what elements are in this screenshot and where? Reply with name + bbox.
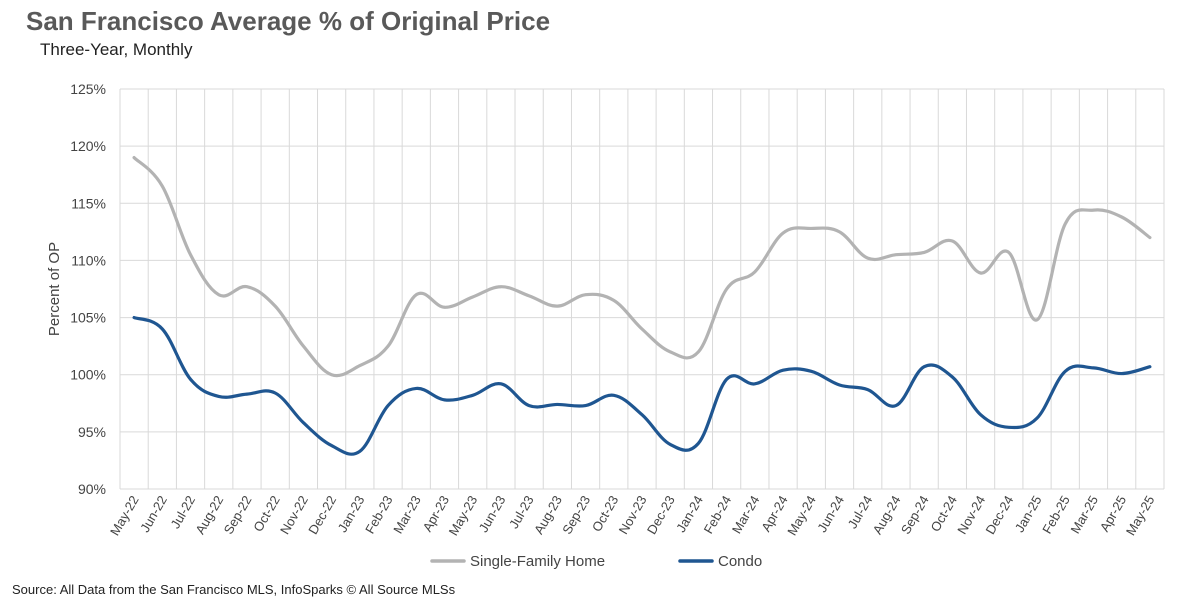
x-tick-label: Mar-24 bbox=[729, 493, 763, 536]
x-tick-label: Sep-24 bbox=[898, 493, 932, 537]
chart-subtitle: Three-Year, Monthly bbox=[40, 40, 193, 59]
y-axis-ticks: 90% 95% 100% 105% 110% 115% 120% 125% bbox=[70, 81, 106, 497]
x-tick-label: May-24 bbox=[784, 493, 819, 538]
x-tick-label: Dec-23 bbox=[644, 493, 678, 537]
x-tick-label: May-25 bbox=[1123, 493, 1158, 538]
y-axis-label: Percent of OP bbox=[46, 242, 63, 336]
y-tick-label: 105% bbox=[70, 310, 106, 326]
x-tick-label: May-22 bbox=[107, 493, 142, 538]
y-tick-label: 120% bbox=[70, 138, 106, 154]
gridlines bbox=[119, 88, 1165, 490]
x-tick-label: Jun-22 bbox=[137, 493, 170, 535]
x-tick-label: Dec-22 bbox=[305, 493, 339, 537]
y-tick-label: 90% bbox=[78, 481, 106, 497]
x-tick-label: Jun-23 bbox=[476, 493, 509, 535]
y-tick-label: 110% bbox=[71, 252, 106, 268]
legend-label: Single-Family Home bbox=[470, 553, 605, 570]
series-line-condo bbox=[132, 315, 1152, 456]
x-tick-label: Sep-23 bbox=[559, 493, 593, 537]
series-lines bbox=[132, 155, 1152, 456]
x-tick-label: May-23 bbox=[446, 493, 481, 538]
chart-title: San Francisco Average % of Original Pric… bbox=[26, 6, 551, 36]
legend-label: Condo bbox=[718, 553, 762, 570]
y-tick-label: 115% bbox=[71, 195, 106, 211]
x-tick-label: Jun-24 bbox=[814, 493, 847, 535]
x-axis-ticks: May-22Jun-22Jul-22Aug-22Sep-22Oct-22Nov-… bbox=[107, 493, 1157, 538]
source-note: Source: All Data from the San Francisco … bbox=[12, 582, 456, 597]
y-tick-label: 95% bbox=[78, 424, 106, 440]
y-tick-label: 125% bbox=[70, 81, 106, 97]
x-tick-label: Mar-23 bbox=[390, 493, 424, 536]
x-tick-label: Dec-24 bbox=[982, 493, 1016, 537]
x-tick-label: Mar-25 bbox=[1067, 493, 1101, 536]
x-tick-label: Sep-22 bbox=[221, 493, 255, 537]
legend: Single-Family Home Condo bbox=[430, 553, 762, 570]
series-line-single-family-home bbox=[132, 155, 1152, 378]
y-tick-label: 100% bbox=[70, 367, 106, 383]
line-chart: 90%95%100%105%110%115%120%125% May-22Jun… bbox=[46, 81, 1165, 570]
